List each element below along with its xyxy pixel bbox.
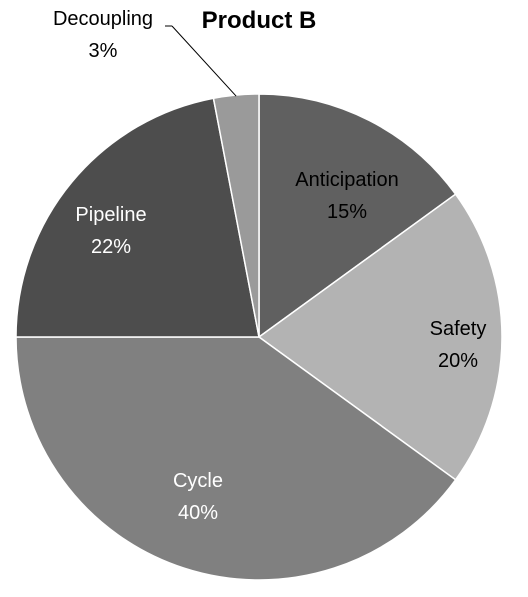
slice-value-cycle: 40% (178, 502, 218, 524)
pie-slice-decoupling (212, 93, 260, 338)
slice-value-anticipation: 15% (327, 201, 367, 223)
slice-label-cycle: Cycle (173, 470, 223, 492)
pie-labels: Anticipation 15% Safety 20% Cycle 40% Pipeline… (53, 8, 486, 524)
pie-slice-cycle (15, 336, 457, 581)
pie-slice-anticipation (258, 93, 457, 339)
decoupling-leader-line (171, 25, 237, 97)
slice-label-decoupling: Decoupling (53, 8, 153, 30)
slice-value-pipeline: 22% (91, 236, 131, 258)
slice-label-anticipation: Anticipation (295, 169, 398, 191)
slice-value-safety: 20% (438, 350, 478, 372)
chart-title: Product B (202, 7, 317, 34)
slice-value-decoupling: 3% (89, 40, 118, 62)
pie-slice-pipeline (15, 97, 260, 338)
pie-slices (15, 93, 503, 581)
slice-label-pipeline: Pipeline (75, 204, 146, 226)
pie-slice-safety (257, 193, 503, 481)
slice-label-safety: Safety (430, 318, 487, 340)
